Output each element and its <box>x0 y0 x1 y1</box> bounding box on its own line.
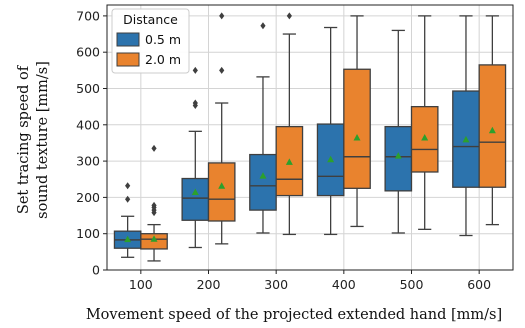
x-tick-label: 600 <box>467 277 491 292</box>
mean-marker <box>394 152 402 159</box>
legend-label: 0.5 m <box>145 32 181 47</box>
outlier-marker <box>219 12 225 20</box>
mean-marker <box>285 158 293 165</box>
legend-title: Distance <box>123 12 178 27</box>
y-axis-title-line-2: sound texture [mm/s] <box>35 61 51 219</box>
y-axis-title-line-1: Set tracing speed of <box>16 64 32 214</box>
box-series <box>113 12 507 262</box>
box-iqr <box>207 162 236 222</box>
x-tick-label: 100 <box>129 277 153 292</box>
y-tick-label: 200 <box>76 190 100 205</box>
legend-label: 2.0 m <box>145 52 181 67</box>
mean-marker <box>421 134 429 141</box>
mean-marker <box>259 172 267 179</box>
mean-marker <box>218 182 226 189</box>
axes: 0 100 200 300 400 500 600 700 100 200 300 400 500 600 <box>76 4 514 292</box>
x-axis-title: Movement speed of the projected extended… <box>86 307 502 323</box>
box-iqr <box>478 64 507 188</box>
box-iqr <box>384 125 413 192</box>
mean-marker <box>353 134 361 141</box>
outlier-marker <box>192 99 198 107</box>
outlier-marker <box>219 66 225 74</box>
mean-marker <box>327 155 335 163</box>
mean-marker <box>124 235 132 243</box>
mean-marker <box>462 135 470 143</box>
outlier-marker <box>151 201 157 209</box>
box-iqr <box>181 177 210 221</box>
box-iqr <box>343 68 371 189</box>
y-tick-label: 100 <box>76 226 100 241</box>
legend: Distance 0.5 m 2.0 m <box>111 8 190 74</box>
x-tick-label: 200 <box>197 277 221 292</box>
outlier-marker <box>151 144 157 152</box>
outlier-marker <box>286 12 292 20</box>
y-tick-label: 300 <box>76 154 100 169</box>
outlier-marker <box>125 195 131 203</box>
x-tick-label: 500 <box>400 277 424 292</box>
legend-swatch <box>116 52 140 67</box>
box-iqr <box>275 125 304 197</box>
outlier-marker <box>125 182 131 190</box>
mean-marker <box>150 235 158 242</box>
y-tick-label: 700 <box>76 8 100 23</box>
mean-marker <box>488 126 496 134</box>
x-tick-label: 300 <box>264 277 288 292</box>
x-tick-label: 400 <box>332 277 356 292</box>
y-tick-label: 600 <box>76 45 100 60</box>
y-tick-label: 400 <box>76 117 100 132</box>
box-iqr <box>410 105 439 173</box>
plot-frame <box>106 4 514 271</box>
mean-marker <box>191 188 199 195</box>
outlier-marker <box>192 66 198 74</box>
box-iqr <box>249 153 277 211</box>
y-tick-label: 0 <box>92 263 100 278</box>
y-tick-label: 500 <box>76 81 100 96</box>
legend-swatch <box>116 32 140 47</box>
outlier-marker <box>260 22 266 30</box>
